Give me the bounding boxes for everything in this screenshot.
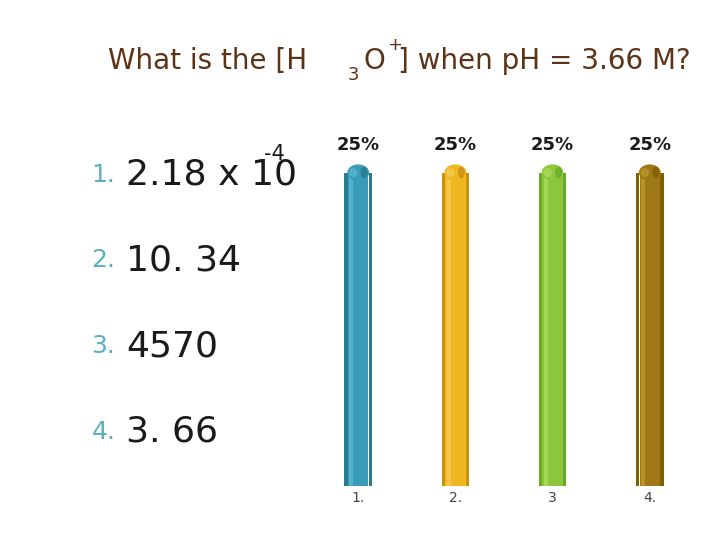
Ellipse shape [445, 165, 466, 180]
Ellipse shape [653, 167, 659, 178]
Circle shape [0, 0, 87, 362]
Circle shape [10, 0, 73, 356]
Bar [445, 173, 466, 486]
Ellipse shape [544, 169, 551, 177]
Text: 3.: 3. [91, 334, 115, 358]
Text: 25%: 25% [337, 136, 379, 154]
Bar [563, 173, 567, 486]
Bar [539, 173, 542, 486]
Text: 3: 3 [347, 65, 359, 84]
Bar [639, 173, 660, 486]
Ellipse shape [447, 169, 454, 177]
Bar [641, 173, 645, 486]
Text: 25%: 25% [434, 136, 477, 154]
Bar [542, 173, 563, 486]
Bar [344, 173, 348, 486]
Text: ] when pH = 3.66 M?: ] when pH = 3.66 M? [398, 47, 691, 75]
Text: 2.: 2. [91, 248, 115, 273]
Ellipse shape [348, 165, 369, 180]
Ellipse shape [642, 169, 648, 177]
Ellipse shape [459, 167, 464, 178]
Text: 25%: 25% [629, 136, 671, 154]
Text: 3. 66: 3. 66 [126, 415, 218, 449]
Bar [660, 173, 664, 486]
Bar [349, 173, 354, 486]
Text: 4.: 4. [91, 420, 115, 443]
Ellipse shape [639, 165, 660, 180]
Text: O: O [363, 47, 385, 75]
Text: 1.: 1. [91, 163, 115, 187]
Text: 4570: 4570 [126, 329, 218, 363]
Text: 2.18 x 10: 2.18 x 10 [126, 158, 297, 192]
Text: 25%: 25% [531, 136, 574, 154]
Text: What is the [H: What is the [H [108, 47, 307, 75]
Ellipse shape [542, 165, 563, 180]
Ellipse shape [556, 167, 562, 178]
Bar [446, 173, 451, 486]
Bar [636, 173, 639, 486]
Bar [466, 173, 469, 486]
Bar [369, 173, 372, 486]
Text: -4: -4 [264, 144, 285, 164]
Text: +: + [387, 36, 402, 53]
Ellipse shape [361, 167, 367, 178]
Text: 10. 34: 10. 34 [126, 244, 241, 278]
Bar [441, 173, 445, 486]
Bar [348, 173, 369, 486]
Ellipse shape [350, 169, 356, 177]
Bar [544, 173, 548, 486]
